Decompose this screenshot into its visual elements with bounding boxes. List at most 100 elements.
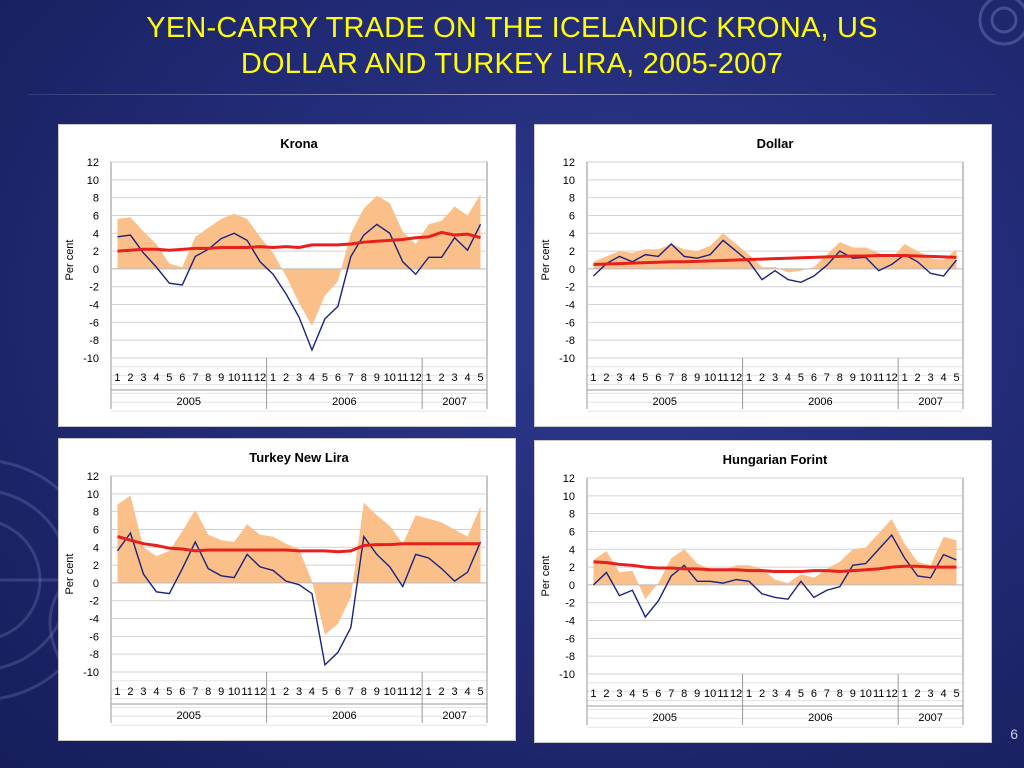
- x-tick-label: 9: [218, 372, 224, 384]
- x-tick-label: 3: [296, 686, 302, 698]
- x-tick-label: 12: [254, 686, 266, 698]
- x-tick-label: 5: [953, 372, 959, 384]
- trend-line: [117, 230, 481, 253]
- y-tick-label: 2: [93, 560, 99, 572]
- x-tick-label: 12: [886, 688, 898, 700]
- x-tick-label: 2: [603, 372, 609, 384]
- y-tick-label: 0: [93, 578, 99, 590]
- slide-title-line-1: YEN-CARRY TRADE ON THE ICELANDIC KRONA, …: [146, 12, 878, 44]
- y-tick-label: 4: [569, 544, 575, 556]
- y-tick-label: -2: [565, 598, 575, 610]
- x-tick-label: 5: [798, 688, 804, 700]
- x-tick-label: 9: [218, 686, 224, 698]
- y-tick-label: -6: [565, 317, 575, 329]
- x-tick-label: 4: [309, 372, 315, 384]
- y-tick-label: -6: [89, 631, 99, 643]
- y-tick-label: 10: [87, 489, 99, 501]
- x-tick-label: 10: [384, 686, 396, 698]
- y-tick-label: 0: [93, 264, 99, 276]
- y-axis-label: Per cent: [64, 240, 76, 281]
- year-label: 2007: [442, 710, 466, 722]
- x-tick-label: 12: [730, 688, 742, 700]
- year-label: 2005: [177, 396, 201, 408]
- x-tick-label: 7: [348, 372, 354, 384]
- x-tick-label: 8: [837, 372, 843, 384]
- x-tick-label: 4: [629, 372, 635, 384]
- trend-line: [593, 560, 957, 574]
- x-tick-label: 9: [374, 686, 380, 698]
- x-tick-label: 5: [166, 686, 172, 698]
- y-tick-label: 2: [93, 246, 99, 258]
- y-tick-label: 10: [563, 491, 575, 503]
- x-tick-label: 1: [746, 688, 752, 700]
- x-tick-label: 5: [953, 688, 959, 700]
- x-tick-label: 8: [361, 686, 367, 698]
- x-tick-label: 10: [228, 372, 240, 384]
- x-tick-label: 10: [228, 686, 240, 698]
- x-tick-label: 12: [410, 372, 422, 384]
- y-axis-label: Per cent: [540, 240, 552, 281]
- x-tick-label: 7: [348, 686, 354, 698]
- spread-line: [116, 531, 482, 667]
- chart-title: Dollar: [757, 136, 794, 151]
- x-tick-label: 5: [166, 372, 172, 384]
- y-tick-label: 12: [563, 473, 575, 485]
- x-tick-label: 11: [241, 686, 252, 698]
- x-tick-label: 11: [873, 372, 884, 384]
- x-tick-label: 1: [270, 686, 276, 698]
- x-tick-label: 4: [153, 372, 159, 384]
- band-area: [593, 518, 957, 600]
- x-tick-label: 9: [850, 372, 856, 384]
- x-tick-label: 3: [772, 372, 778, 384]
- x-tick-label: 6: [655, 688, 661, 700]
- x-tick-label: 9: [694, 688, 700, 700]
- x-tick-label: 1: [114, 686, 120, 698]
- x-tick-label: 6: [335, 372, 341, 384]
- y-tick-label: -4: [565, 300, 575, 312]
- y-tick-label: 12: [87, 157, 99, 169]
- year-label: 2007: [442, 396, 466, 408]
- y-tick-label: -10: [559, 669, 575, 681]
- x-tick-label: 4: [785, 372, 791, 384]
- spread-line: [592, 239, 958, 284]
- x-tick-label: 2: [759, 372, 765, 384]
- x-tick-label: 8: [361, 372, 367, 384]
- x-tick-label: 9: [694, 372, 700, 384]
- y-tick-label: -4: [89, 614, 99, 626]
- x-tick-label: 4: [940, 688, 946, 700]
- x-tick-label: 1: [270, 372, 276, 384]
- x-tick-label: 10: [704, 688, 716, 700]
- y-tick-label: -10: [83, 667, 99, 679]
- x-tick-label: 2: [759, 688, 765, 700]
- y-tick-label: -6: [89, 317, 99, 329]
- year-label: 2006: [808, 712, 832, 724]
- y-tick-label: -8: [89, 649, 99, 661]
- x-tick-label: 8: [681, 372, 687, 384]
- x-tick-label: 11: [241, 372, 252, 384]
- y-tick-label: -4: [89, 300, 99, 312]
- x-tick-label: 10: [860, 688, 872, 700]
- y-tick-label: 10: [87, 175, 99, 187]
- x-tick-label: 10: [860, 372, 872, 384]
- x-tick-label: 11: [873, 688, 884, 700]
- year-label: 2006: [332, 396, 356, 408]
- x-tick-label: 5: [642, 688, 648, 700]
- x-tick-label: 7: [824, 372, 830, 384]
- x-tick-label: 4: [785, 688, 791, 700]
- x-tick-label: 4: [464, 686, 470, 698]
- x-tick-label: 8: [205, 686, 211, 698]
- y-tick-label: 8: [569, 193, 575, 205]
- title-divider: [28, 94, 996, 95]
- y-tick-label: 6: [93, 524, 99, 536]
- y-tick-label: 0: [569, 264, 575, 276]
- chart-panel-turkey-lira: Turkey New Lira 12 10 8 6 4 2 0 -2 -4 -6 -8 -10 Per c…: [58, 438, 516, 741]
- y-tick-label: -8: [565, 651, 575, 663]
- x-tick-label: 9: [374, 372, 380, 384]
- year-label: 2005: [653, 396, 677, 408]
- page-number: 6: [1010, 726, 1018, 742]
- x-tick-label: 4: [629, 688, 635, 700]
- y-tick-label: -2: [89, 596, 99, 608]
- y-tick-label: 4: [93, 228, 99, 240]
- x-tick-label: 1: [902, 688, 908, 700]
